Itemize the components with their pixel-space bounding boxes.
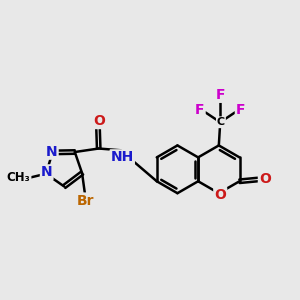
- Text: O: O: [93, 114, 105, 128]
- Text: N: N: [46, 145, 58, 159]
- Text: Br: Br: [77, 194, 94, 208]
- Text: N: N: [41, 165, 52, 179]
- Text: NH: NH: [111, 150, 134, 164]
- Text: C: C: [217, 117, 225, 127]
- Text: F: F: [195, 103, 205, 117]
- Text: F: F: [216, 88, 226, 102]
- Text: O: O: [214, 188, 226, 202]
- Text: CH₃: CH₃: [7, 172, 31, 184]
- Text: F: F: [236, 103, 245, 117]
- Text: O: O: [259, 172, 271, 186]
